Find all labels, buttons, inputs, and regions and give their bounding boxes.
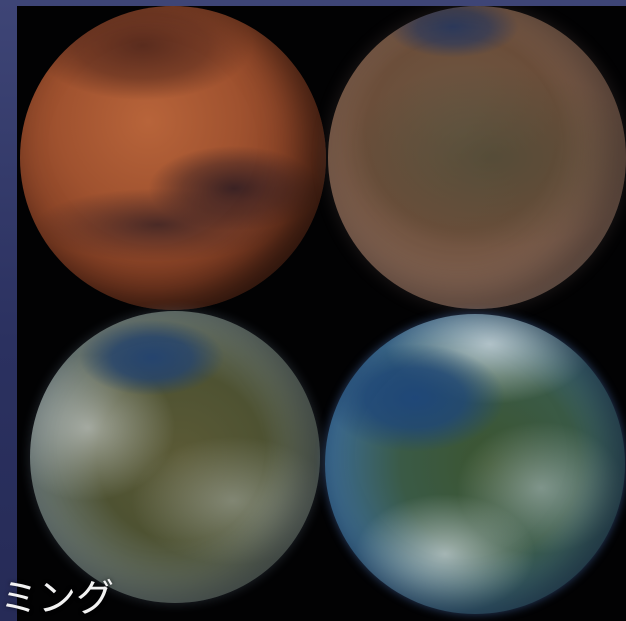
slide-caption: ミング <box>0 576 115 620</box>
mars-planet-stage-2 <box>328 6 626 309</box>
terraforming-photo <box>17 6 626 621</box>
mars-planet-stage-4 <box>325 314 625 614</box>
mars-planet-stage-3 <box>30 311 320 603</box>
mars-planet-stage-1 <box>20 6 326 310</box>
